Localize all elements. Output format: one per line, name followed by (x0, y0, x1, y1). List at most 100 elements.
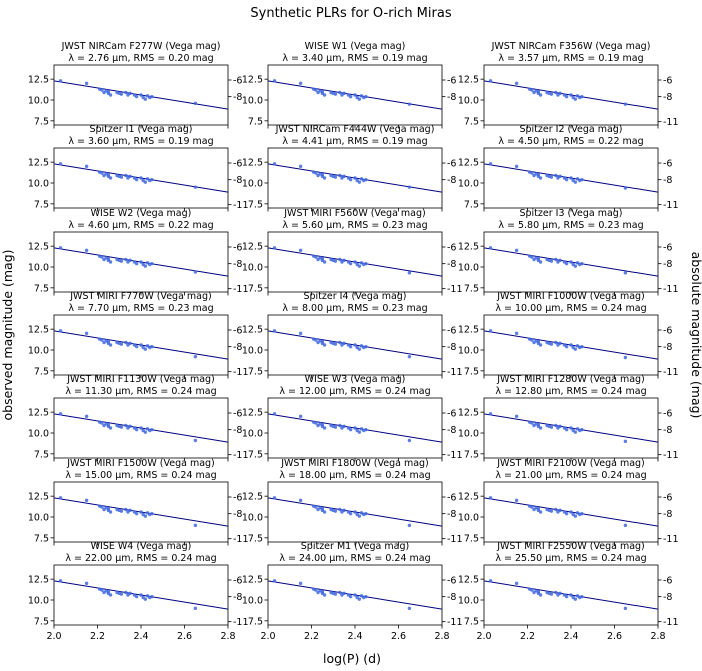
y-tick-label: 7.5 (248, 616, 263, 627)
panel-title: WISE W1 (Vega mag) (305, 41, 406, 52)
y-tick-label: 10.0 (242, 596, 263, 607)
data-point (58, 412, 63, 416)
data-point (580, 261, 584, 266)
y-tick-label: 12.5 (242, 158, 263, 169)
y-tick-label: 10.0 (28, 263, 49, 274)
data-point (314, 505, 318, 509)
data-point (108, 260, 113, 264)
right-tick-label: -8 (663, 425, 672, 436)
data-point (488, 79, 493, 83)
data-point (488, 246, 493, 250)
data-point (106, 422, 111, 427)
right-tick-label: -11 (663, 117, 679, 128)
panel-title: JWST NIRCam F356W (Vega mag) (491, 41, 651, 52)
y-tick-label: 12.5 (242, 242, 263, 253)
data-point (106, 256, 111, 261)
data-point (272, 162, 277, 166)
right-tick-label: -11 (663, 367, 679, 378)
data-point (538, 426, 543, 430)
data-point (322, 426, 327, 430)
data-point (558, 341, 562, 346)
y-tick-label: 10.0 (458, 263, 479, 274)
right-tick-label: -11 (233, 367, 249, 378)
data-point (353, 260, 357, 264)
data-point (320, 422, 325, 427)
data-point (554, 340, 558, 345)
data-point (134, 511, 139, 516)
data-point (322, 260, 327, 264)
x-tick-label: 2.8 (434, 631, 449, 642)
right-tick-label: -8 (447, 592, 456, 603)
panel-title: JWST NIRCam F277W (Vega mag) (61, 41, 221, 52)
data-point (573, 180, 578, 184)
data-point (320, 89, 325, 94)
data-point (530, 88, 534, 92)
panel: WISE W4 (Vega mag)λ = 22.00 μm, RMS = 0.… (28, 541, 249, 642)
data-point (106, 89, 111, 94)
panel: WISE W1 (Vega mag)λ = 3.40 μm, RMS = 0.1… (242, 41, 456, 129)
panel: JWST MIRI F1280W (Vega mag)λ = 12.80 μm,… (458, 374, 679, 462)
y-tick-label: 7.5 (248, 533, 263, 544)
data-point (333, 592, 338, 596)
panel: JWST MIRI F1000W (Vega mag)λ = 10.00 μm,… (458, 291, 679, 379)
x-tick-label: 2.0 (476, 631, 491, 642)
data-point (106, 339, 111, 344)
data-point (357, 514, 362, 518)
data-point (564, 94, 569, 99)
data-point (573, 514, 578, 518)
y-tick-label: 7.5 (464, 616, 479, 627)
data-point (143, 347, 148, 351)
x-tick-label: 2.8 (650, 631, 665, 642)
right-tick-label: -11 (233, 284, 249, 295)
y-tick-label: 7.5 (34, 366, 49, 377)
panel: JWST MIRI F2550W (Vega mag)λ = 25.50 μm,… (458, 541, 679, 642)
y-tick-label: 12.5 (28, 242, 49, 253)
data-point (128, 258, 132, 263)
data-point (530, 255, 534, 259)
panel-title: JWST MIRI F560W (Vega mag) (283, 208, 425, 219)
panel-title: Spitzer I1 (Vega mag) (89, 124, 192, 135)
right-tick-label: -11 (447, 450, 463, 461)
data-point (364, 177, 368, 182)
panel: Spitzer I2 (Vega mag)λ = 4.50 μm, RMS = … (458, 124, 679, 212)
data-point (150, 511, 154, 516)
data-point (134, 177, 139, 182)
y-tick-label: 12.5 (242, 325, 263, 336)
data-point (549, 259, 554, 263)
right-tick-label: -11 (447, 284, 463, 295)
panel-subtitle: λ = 5.60 μm, RMS = 0.23 mag (282, 220, 427, 231)
data-point (333, 92, 338, 96)
y-tick-label: 10.0 (458, 346, 479, 357)
y-tick-label: 10.0 (242, 263, 263, 274)
data-point (514, 331, 519, 336)
data-point (569, 593, 573, 597)
right-tick-label: -8 (233, 425, 242, 436)
data-point (193, 606, 198, 611)
data-point (514, 414, 519, 419)
data-point (353, 343, 357, 347)
data-point (128, 341, 132, 346)
panel-title: JWST MIRI F770W (Vega mag) (69, 291, 211, 302)
data-point (580, 177, 584, 182)
data-point (580, 594, 584, 599)
data-point (333, 259, 338, 263)
data-point (108, 343, 113, 347)
y-tick-label: 10.0 (458, 96, 479, 107)
data-point (84, 248, 89, 253)
data-point (143, 97, 148, 101)
y-tick-label: 10.0 (242, 96, 263, 107)
y-tick-label: 10.0 (28, 96, 49, 107)
data-point (569, 176, 573, 180)
data-point (623, 102, 628, 106)
right-tick-label: -8 (447, 509, 456, 520)
panel-subtitle: λ = 4.50 μm, RMS = 0.22 mag (498, 136, 643, 147)
x-tick-label: 2.4 (133, 631, 148, 642)
right-tick-label: -8 (233, 342, 242, 353)
data-point (139, 510, 143, 514)
data-point (580, 511, 584, 516)
y-tick-label: 7.5 (248, 116, 263, 127)
data-point (488, 162, 493, 166)
data-point (119, 342, 124, 346)
data-point (134, 94, 139, 99)
data-point (119, 425, 124, 429)
